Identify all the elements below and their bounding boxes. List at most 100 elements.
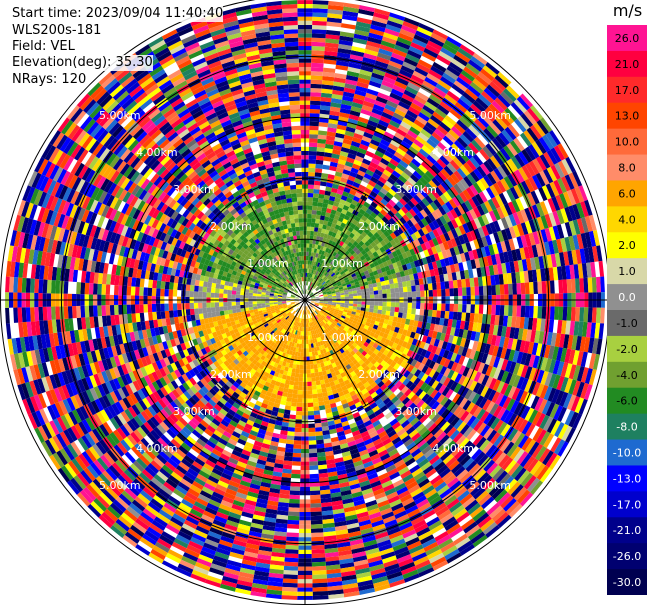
velocity-gate <box>213 464 225 473</box>
velocity-gate <box>309 477 320 483</box>
velocity-gate <box>319 284 324 289</box>
velocity-gate <box>306 243 310 248</box>
velocity-gate <box>472 78 487 91</box>
velocity-gate <box>439 488 453 500</box>
velocity-gate <box>421 257 428 265</box>
velocity-gate <box>400 206 409 215</box>
velocity-gate <box>333 77 346 84</box>
velocity-gate <box>552 374 561 390</box>
velocity-gate <box>349 538 364 546</box>
velocity-gate <box>379 44 395 53</box>
velocity-gate <box>504 239 512 252</box>
velocity-gate <box>294 351 299 357</box>
velocity-gate <box>388 188 397 197</box>
velocity-gate <box>298 330 301 336</box>
velocity-gate <box>295 368 300 374</box>
velocity-gate <box>472 406 483 418</box>
velocity-gate <box>571 335 578 351</box>
velocity-gate <box>413 273 419 280</box>
velocity-gate <box>459 133 472 146</box>
velocity-gate <box>282 464 292 470</box>
velocity-gate <box>321 88 333 94</box>
velocity-gate <box>229 419 238 428</box>
velocity-gate <box>413 182 423 192</box>
velocity-gate <box>360 215 368 222</box>
velocity-gate <box>329 367 335 374</box>
velocity-gate <box>334 310 339 314</box>
velocity-gate <box>241 412 250 420</box>
velocity-gate <box>455 537 471 549</box>
velocity-gate <box>500 382 509 395</box>
velocity-gate <box>395 178 405 187</box>
velocity-gate <box>357 276 363 282</box>
velocity-gate <box>306 352 310 357</box>
velocity-gate <box>476 384 486 396</box>
velocity-gate <box>409 374 418 384</box>
velocity-gate <box>356 381 364 388</box>
velocity-gate <box>375 205 383 213</box>
velocity-gate <box>492 208 501 221</box>
velocity-gate <box>382 154 392 163</box>
velocity-gate <box>465 312 471 322</box>
velocity-gate <box>318 283 322 287</box>
velocity-gate <box>358 359 365 366</box>
velocity-gate <box>530 395 540 410</box>
velocity-gate <box>458 365 467 376</box>
velocity-gate <box>474 118 487 131</box>
velocity-gate <box>326 351 332 357</box>
velocity-gate <box>397 339 404 347</box>
velocity-gate <box>413 238 421 247</box>
velocity-gate <box>430 523 445 535</box>
velocity-gate <box>448 459 460 471</box>
velocity-gate <box>359 225 367 232</box>
velocity-gate <box>430 32 447 44</box>
velocity-gate <box>369 308 374 313</box>
velocity-gate <box>416 498 429 509</box>
velocity-gate <box>415 284 421 292</box>
velocity-gate <box>356 273 362 279</box>
velocity-gate <box>439 76 454 88</box>
velocity-gate <box>211 559 227 568</box>
velocity-gate <box>386 302 392 307</box>
velocity-gate <box>360 231 368 238</box>
velocity-gate <box>543 416 554 432</box>
velocity-gate <box>408 484 421 494</box>
velocity-gate <box>277 501 290 508</box>
velocity-gate <box>485 106 499 120</box>
velocity-gate <box>428 94 442 105</box>
velocity-gate <box>242 472 254 480</box>
velocity-gate <box>260 389 268 396</box>
velocity-gate <box>284 320 289 325</box>
velocity-gate <box>341 99 353 107</box>
velocity-gate <box>394 510 408 520</box>
velocity-gate <box>286 435 295 441</box>
velocity-gate <box>519 132 532 147</box>
velocity-gate <box>347 440 357 447</box>
velocity-gate <box>472 509 487 522</box>
velocity-gate <box>427 398 437 408</box>
velocity-gate <box>389 418 399 427</box>
velocity-gate <box>242 426 252 434</box>
velocity-gate <box>363 438 373 446</box>
velocity-gate <box>147 501 162 513</box>
velocity-gate <box>213 392 222 401</box>
velocity-gate <box>317 138 327 144</box>
velocity-gate <box>281 374 287 380</box>
velocity-gate <box>577 263 584 279</box>
velocity-gate <box>342 311 348 315</box>
velocity-gate <box>272 543 286 550</box>
velocity-gate <box>264 516 277 523</box>
velocity-gate <box>450 58 466 70</box>
velocity-gate <box>365 291 370 296</box>
velocity-gate <box>306 356 310 361</box>
velocity-gate <box>204 579 221 588</box>
velocity-gate <box>220 419 230 428</box>
velocity-gate <box>209 421 219 430</box>
velocity-gate <box>327 292 332 295</box>
velocity-gate <box>352 374 359 381</box>
velocity-gate <box>299 309 302 314</box>
velocity-gate <box>217 480 229 489</box>
velocity-gate <box>386 241 393 249</box>
velocity-gate <box>388 530 403 540</box>
velocity-gate <box>201 514 215 524</box>
